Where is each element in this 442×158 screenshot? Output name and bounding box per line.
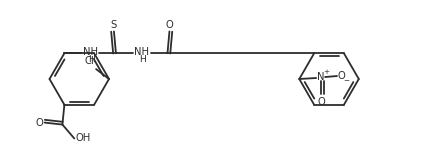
Text: O: O — [317, 97, 325, 107]
Text: NH: NH — [83, 47, 98, 57]
Text: NH: NH — [134, 47, 149, 57]
Text: O: O — [337, 71, 345, 81]
Text: H: H — [88, 55, 95, 64]
Text: Cl: Cl — [84, 56, 94, 66]
Text: OH: OH — [76, 134, 91, 143]
Text: H: H — [139, 55, 146, 64]
Text: +: + — [323, 69, 329, 75]
Text: N: N — [317, 72, 325, 82]
Text: −: − — [343, 78, 349, 84]
Text: S: S — [111, 19, 117, 30]
Text: O: O — [166, 19, 173, 30]
Text: O: O — [36, 118, 43, 128]
